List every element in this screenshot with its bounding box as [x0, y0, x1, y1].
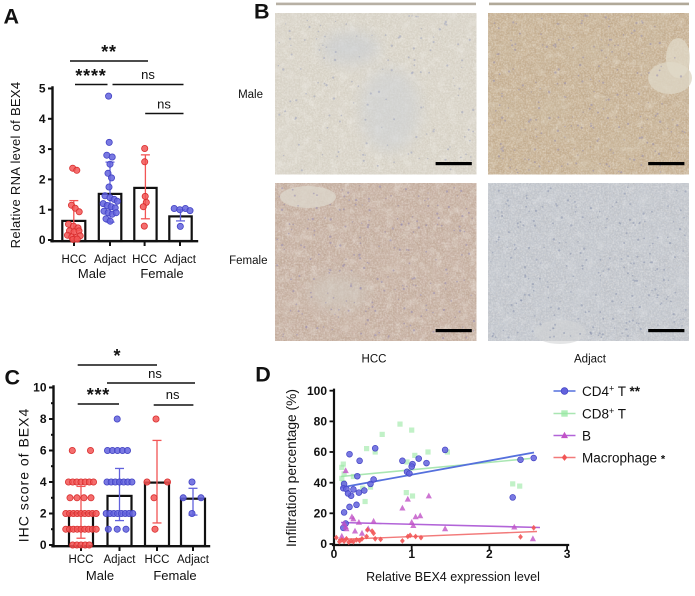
- svg-text:1: 1: [408, 547, 415, 561]
- svg-text:2: 2: [39, 173, 46, 187]
- svg-text:Adjact: Adjact: [177, 554, 210, 566]
- svg-text:Infiltration percentage (%): Infiltration percentage (%): [284, 389, 299, 547]
- svg-text:Relative BEX4 expression level: Relative BEX4 expression level: [366, 570, 540, 584]
- svg-text:4: 4: [39, 112, 46, 126]
- svg-text:B: B: [254, 0, 270, 23]
- svg-text:ns: ns: [148, 366, 162, 381]
- svg-text:HCC: HCC: [145, 554, 170, 566]
- svg-text:10: 10: [33, 381, 47, 395]
- svg-text:0: 0: [39, 233, 46, 247]
- svg-text:CD8+ T: CD8+ T: [582, 406, 626, 422]
- svg-text:1: 1: [39, 203, 46, 217]
- svg-text:ns: ns: [157, 97, 171, 112]
- svg-text:Male: Male: [86, 568, 114, 583]
- svg-text:8: 8: [40, 412, 47, 426]
- svg-text:2: 2: [486, 547, 493, 561]
- svg-text:Relative RNA level of BEX4: Relative RNA level of BEX4: [8, 82, 23, 249]
- svg-text:3: 3: [39, 142, 46, 156]
- svg-text:****: ****: [75, 66, 106, 86]
- svg-text:40: 40: [314, 476, 328, 490]
- svg-text:Adjact: Adjact: [104, 554, 137, 566]
- svg-text:5: 5: [39, 82, 46, 96]
- svg-text:Male: Male: [78, 266, 106, 281]
- svg-text:80: 80: [314, 415, 328, 429]
- svg-text:D: D: [255, 362, 271, 386]
- svg-text:ns: ns: [166, 387, 180, 402]
- svg-text:3: 3: [564, 547, 571, 561]
- svg-text:A: A: [4, 4, 20, 28]
- svg-text:Female: Female: [229, 255, 267, 267]
- svg-text:HCC: HCC: [62, 254, 87, 266]
- svg-text:2: 2: [40, 507, 47, 521]
- svg-text:***: ***: [87, 385, 110, 405]
- svg-text:Adjact: Adjact: [164, 254, 197, 266]
- svg-text:HCC: HCC: [362, 354, 387, 366]
- svg-text:Adjact: Adjact: [94, 254, 127, 266]
- svg-text:0: 0: [320, 537, 327, 551]
- svg-text:*: *: [113, 346, 120, 366]
- svg-text:Female: Female: [140, 266, 183, 281]
- svg-text:4: 4: [40, 475, 47, 489]
- svg-text:HCC: HCC: [132, 254, 157, 266]
- svg-text:Female: Female: [153, 568, 196, 583]
- svg-text:0: 0: [331, 547, 338, 561]
- svg-text:0: 0: [40, 538, 47, 552]
- svg-text:100: 100: [307, 384, 327, 398]
- svg-text:Macrophage *: Macrophage *: [582, 451, 666, 466]
- svg-text:C: C: [5, 365, 21, 389]
- svg-text:60: 60: [314, 445, 328, 459]
- svg-text:IHC score of BEX4: IHC score of BEX4: [16, 408, 32, 543]
- svg-text:ns: ns: [141, 67, 155, 82]
- svg-text:B: B: [582, 429, 591, 444]
- svg-text:Adjact: Adjact: [574, 354, 607, 366]
- svg-text:20: 20: [314, 507, 328, 521]
- svg-text:**: **: [101, 42, 117, 62]
- svg-text:Male: Male: [238, 89, 263, 101]
- svg-text:CD4+ T **: CD4+ T **: [582, 384, 641, 400]
- svg-text:6: 6: [40, 444, 47, 458]
- svg-text:HCC: HCC: [69, 554, 94, 566]
